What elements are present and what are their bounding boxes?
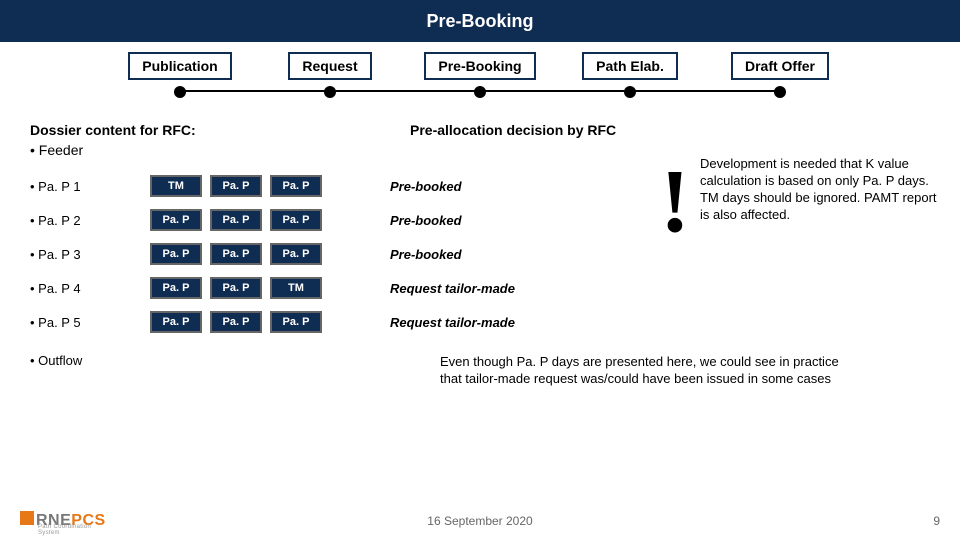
row-label: • Pa. P 3 — [30, 247, 150, 262]
process-box: Pre-Booking — [424, 52, 535, 80]
table-row: • Pa. P 3 Pa. P Pa. P Pa. P Pre-booked — [30, 242, 930, 266]
warning-callout: ! Development is needed that K value cal… — [660, 156, 940, 238]
row-status: Request tailor-made — [390, 315, 515, 330]
process-box: Publication — [128, 52, 231, 80]
day-cell: Pa. P — [150, 277, 202, 299]
day-cell: Pa. P — [150, 311, 202, 333]
content-region: Dossier content for RFC: • Feeder Pre-al… — [0, 112, 960, 372]
process-dot-icon — [324, 86, 336, 98]
process-dot-icon — [624, 86, 636, 98]
footer-date: 16 September 2020 — [0, 514, 960, 528]
note-text: Even though Pa. P days are presented her… — [440, 354, 860, 388]
process-box: Path Elab. — [582, 52, 678, 80]
day-cell: Pa. P — [210, 209, 262, 231]
day-cell: Pa. P — [210, 243, 262, 265]
day-cell: Pa. P — [270, 243, 322, 265]
dossier-feeder: • Feeder — [30, 142, 410, 158]
warning-text: Development is needed that K value calcu… — [700, 156, 940, 224]
row-label: • Pa. P 4 — [30, 281, 150, 296]
process-node: Path Elab. — [570, 52, 690, 98]
day-cell: Pa. P — [270, 209, 322, 231]
title-bar: Pre-Booking — [0, 0, 960, 42]
headers-row: Dossier content for RFC: • Feeder Pre-al… — [30, 122, 930, 158]
row-status: Request tailor-made — [390, 281, 515, 296]
day-cell: TM — [270, 277, 322, 299]
process-dot-icon — [174, 86, 186, 98]
left-column-header: Dossier content for RFC: • Feeder — [30, 122, 410, 158]
row-status: Pre-booked — [390, 179, 462, 194]
row-outflow: • Outflow — [30, 353, 150, 368]
day-cell: Pa. P — [270, 175, 322, 197]
day-cell: Pa. P — [150, 243, 202, 265]
allocation-heading: Pre-allocation decision by RFC — [410, 122, 930, 138]
process-node: Draft Offer — [720, 52, 840, 98]
day-cell: Pa. P — [270, 311, 322, 333]
process-box: Request — [288, 52, 371, 80]
process-bar: Publication Request Pre-Booking Path Ela… — [0, 52, 960, 112]
table-row: • Pa. P 5 Pa. P Pa. P Pa. P Request tail… — [30, 310, 930, 334]
row-label: • Pa. P 1 — [30, 179, 150, 194]
row-status: Pre-booked — [390, 213, 462, 228]
process-dot-icon — [774, 86, 786, 98]
row-status: Pre-booked — [390, 247, 462, 262]
day-cell: Pa. P — [150, 209, 202, 231]
process-node: Request — [270, 52, 390, 98]
row-label: • Pa. P 5 — [30, 315, 150, 330]
process-box: Draft Offer — [731, 52, 829, 80]
process-nodes: Publication Request Pre-Booking Path Ela… — [0, 52, 960, 98]
row-label: • Pa. P 2 — [30, 213, 150, 228]
process-node: Pre-Booking — [420, 52, 540, 98]
exclamation-icon: ! — [660, 166, 690, 238]
page-title: Pre-Booking — [426, 11, 533, 32]
process-dot-icon — [474, 86, 486, 98]
day-cell: Pa. P — [210, 311, 262, 333]
table-row: • Pa. P 4 Pa. P Pa. P TM Request tailor-… — [30, 276, 930, 300]
day-cell: Pa. P — [210, 277, 262, 299]
day-cell: Pa. P — [210, 175, 262, 197]
dossier-heading: Dossier content for RFC: — [30, 122, 410, 138]
day-cell: TM — [150, 175, 202, 197]
process-node: Publication — [120, 52, 240, 98]
page-number: 9 — [933, 514, 940, 528]
